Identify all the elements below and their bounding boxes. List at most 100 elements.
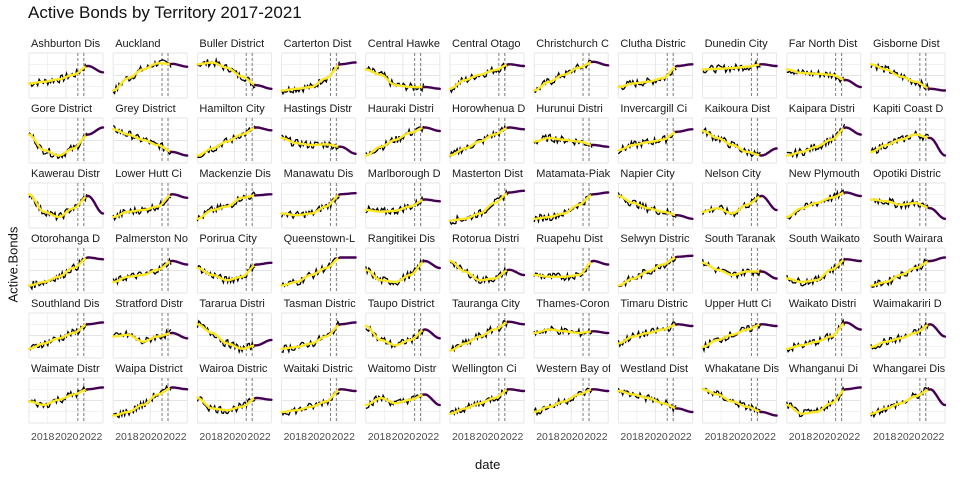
facet-panel: Porirua City <box>196 233 273 294</box>
facet-panel: Buller District <box>196 38 273 99</box>
forecast-series <box>253 261 273 266</box>
facet-label: Western Bay of <box>536 363 612 375</box>
facet-label: Thames-Coron <box>536 298 609 310</box>
forecast-series <box>253 193 273 197</box>
trend-series <box>785 68 848 82</box>
facet-panel: Timaru Distric <box>617 298 694 359</box>
trend-series <box>112 331 174 344</box>
x-tick-label: 2020 <box>476 431 500 443</box>
x-tick-label: 2018 <box>31 431 55 443</box>
facet-label: Kawerau Distr <box>31 168 100 180</box>
facet-panel: Nelson City <box>701 168 778 229</box>
forecast-series <box>338 321 357 326</box>
facet-label: Whakatane Dis <box>705 363 780 375</box>
x-tick-label: 2022 <box>668 431 692 443</box>
observed-series <box>196 396 256 415</box>
trend-series <box>112 61 174 92</box>
trend-series <box>280 193 342 217</box>
forecast-series <box>169 193 189 199</box>
x-tick-label: 2020 <box>139 431 163 443</box>
forecast-series <box>85 194 105 215</box>
facet-panel: Opotiki Distric <box>869 168 947 229</box>
facet-label: New Plymouth <box>789 168 860 180</box>
forecast-series <box>590 191 610 196</box>
facet-label: Kaipara Distri <box>789 103 855 115</box>
x-tick-label: 2022 <box>163 431 187 443</box>
facet-label: Matamata-Piak <box>536 168 610 180</box>
forecast-series <box>253 396 273 401</box>
forecast-series <box>85 321 105 326</box>
trend-series <box>869 133 932 154</box>
facet-label: Westland Dist <box>620 363 688 375</box>
facet-panel: Kawerau Distr <box>27 168 105 229</box>
facet-label: Tauranga City <box>452 298 520 310</box>
facet-label: Dunedin City <box>705 38 768 50</box>
facet-label: Gore District <box>31 103 92 115</box>
facet-label: South Waikato <box>789 233 860 245</box>
trend-series <box>112 259 174 284</box>
forecast-series <box>506 189 526 194</box>
trend-series <box>785 388 848 415</box>
x-tick-label: 2022 <box>247 431 271 443</box>
trend-series <box>617 323 679 345</box>
forecast-series <box>506 320 526 326</box>
facet-panel: Palmerston No <box>112 233 189 294</box>
trend-series <box>448 259 511 282</box>
facet-panel: Waikato Distri <box>785 298 862 359</box>
x-tick-label: 2022 <box>753 431 777 443</box>
facet-panel: Tararua Distri <box>196 298 273 359</box>
trend-series <box>364 68 427 89</box>
trend-series <box>785 191 848 219</box>
x-tick-label: 2020 <box>897 431 921 443</box>
x-tick-label: 2018 <box>620 431 644 443</box>
facet-panel: South Waikato <box>785 233 862 294</box>
trend-series <box>280 323 342 350</box>
observed-series <box>112 195 172 222</box>
chart-title: Active Bonds by Territory 2017-2021 <box>28 3 302 22</box>
forecast-series <box>169 386 189 391</box>
forecast-series <box>674 323 694 328</box>
x-tick-label: 2018 <box>284 431 308 443</box>
trend-series <box>112 128 174 154</box>
x-tick-label: 2018 <box>368 431 392 443</box>
forecast-series <box>759 147 778 157</box>
trend-series <box>448 126 511 157</box>
trend-series <box>533 388 595 414</box>
trend-series <box>785 258 848 284</box>
trend-series <box>533 193 595 220</box>
x-tick-label: 2022 <box>332 431 356 443</box>
forecast-series <box>253 83 273 90</box>
observed-series <box>197 57 256 89</box>
facet-label: Marlborough D <box>368 168 441 180</box>
facet-panel: Dunedin City <box>701 38 778 99</box>
facet-panel: Hastings Distr <box>280 103 357 164</box>
forecast-series <box>85 256 105 261</box>
forecast-series <box>674 128 694 134</box>
forecast-series <box>169 331 189 340</box>
forecast-series <box>422 126 441 133</box>
trend-series <box>112 386 174 417</box>
trend-series <box>364 259 427 284</box>
facet-panel: Ashburton Dis <box>27 38 105 99</box>
observed-series <box>617 387 677 414</box>
facet-label: Palmerston No <box>115 233 188 245</box>
facet-label: Whangarei Dis <box>873 363 946 375</box>
facet-label: Southland Dis <box>31 298 100 310</box>
forecast-series <box>843 258 862 263</box>
facet-panel: Stratford Distr <box>112 298 189 359</box>
facet-label: Carterton Dist <box>284 38 352 50</box>
observed-series <box>870 386 930 419</box>
facet-panel: Matamata-Piak <box>533 168 610 229</box>
facet-label: Hamilton City <box>199 103 265 115</box>
facet-label: Stratford Distr <box>115 298 183 310</box>
trend-series <box>27 388 90 407</box>
facet-panel: Christchurch C <box>533 38 610 99</box>
facet-label: Hurunui Distri <box>536 103 603 115</box>
facet-label: Mackenzie Dis <box>199 168 271 180</box>
x-tick-label: 2020 <box>813 431 837 443</box>
facet-panel: Wellington Ci 2018 2020 2022 <box>448 363 526 443</box>
trend-series <box>364 126 427 157</box>
trend-series <box>869 198 932 210</box>
trend-series <box>701 129 763 157</box>
forecast-series <box>169 259 189 266</box>
